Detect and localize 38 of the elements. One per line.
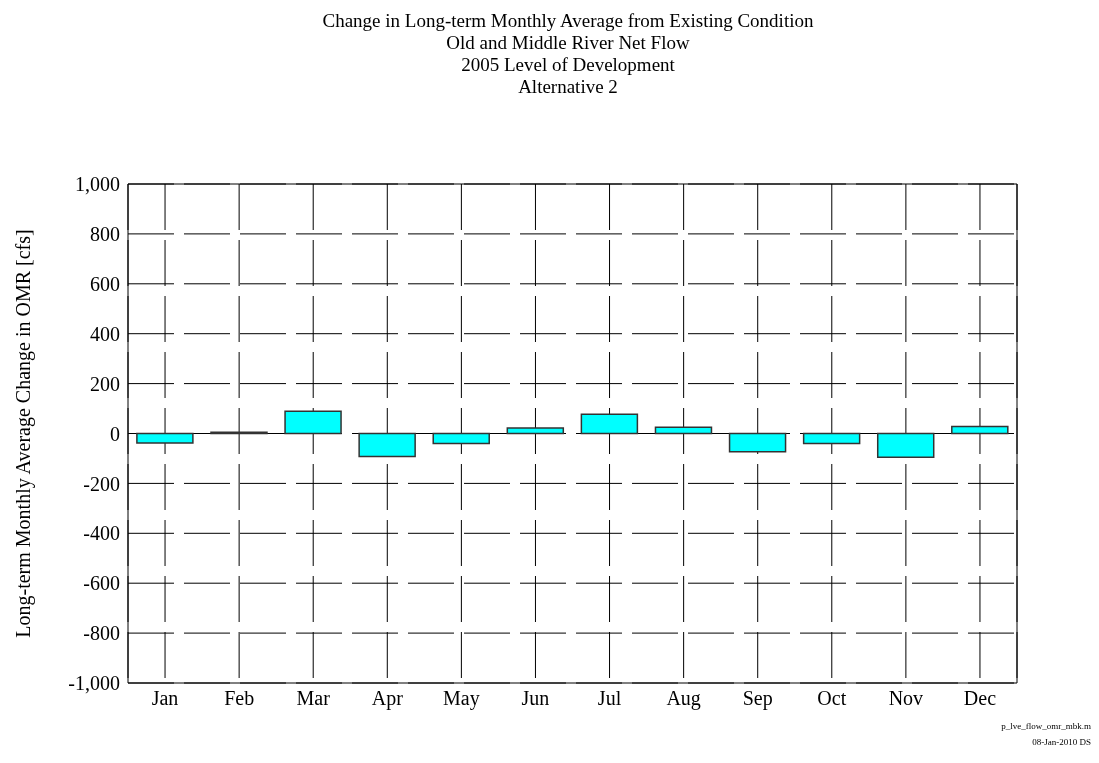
x-tick-label: Jul	[597, 687, 622, 710]
x-tick-label: May	[443, 687, 480, 711]
bar	[654, 426, 713, 435]
x-tick-label: Mar	[296, 687, 331, 710]
y-tick-label: -200	[83, 472, 120, 495]
y-tick-label: 800	[90, 223, 120, 245]
text: p_lve_flow_omr_mbk.m	[1001, 720, 1091, 733]
x-tick-label: Dec	[963, 687, 997, 710]
bar	[358, 432, 416, 458]
x-tick-label: Oct	[817, 687, 847, 710]
y-tick-label: -600	[83, 572, 120, 595]
x-tick-label: Sep	[742, 687, 773, 711]
bar	[580, 413, 639, 435]
bar	[876, 432, 935, 458]
bar	[728, 432, 787, 453]
y-tick-label: -800	[83, 622, 120, 645]
bar	[136, 432, 194, 444]
bar	[284, 410, 342, 435]
text: 08-Jan-2010 DS	[1031, 736, 1091, 749]
y-axis-title: Long-term Monthly Average Change in OMR [cfs]	[12, 229, 36, 638]
chart-title: Change in Long-term Monthly Average from Existing Condition Old and Middle River Net Flow 2005 Level of Development Alternative 2	[321, 10, 815, 98]
x-tick-label: Nov	[888, 687, 924, 710]
y-tick-label: 0	[110, 422, 120, 445]
x-tick-label: Jun	[521, 687, 550, 710]
bar	[506, 427, 565, 435]
x-tick-label: Jan	[151, 687, 179, 710]
y-tick-label: -400	[83, 522, 120, 545]
y-tick-label: -1,000	[68, 672, 120, 695]
bar	[951, 425, 1009, 435]
y-tick-label: 200	[90, 372, 120, 395]
y-tick-label: 600	[90, 272, 120, 295]
y-tick-label: 1,000	[75, 173, 120, 196]
x-tick-label: Apr	[371, 687, 404, 711]
y-tick-label: 400	[90, 322, 120, 345]
x-tick-label: Aug	[666, 687, 701, 711]
bar	[432, 432, 490, 445]
bar	[802, 432, 861, 445]
x-tick-label: Feb	[224, 687, 255, 710]
